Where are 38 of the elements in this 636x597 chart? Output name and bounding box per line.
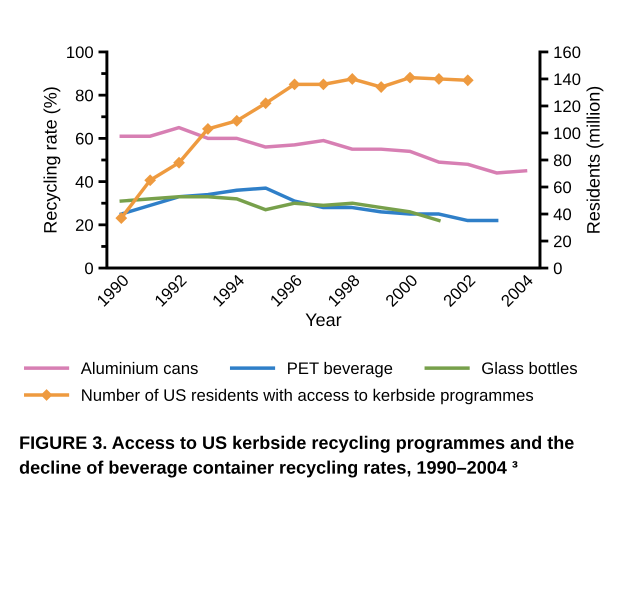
y2-tick-label: 0 [554, 262, 562, 274]
point [202, 123, 214, 135]
line-series [120, 195, 441, 222]
point [318, 78, 330, 90]
point [260, 98, 272, 109]
y-tick-label: 0 [85, 262, 94, 274]
y2-tick-label: 60 [554, 181, 572, 194]
y-axis-title: Recycling rate (%) [43, 87, 60, 232]
y2-tick-label: 140 [554, 73, 580, 86]
point [346, 73, 358, 85]
point [231, 115, 242, 126]
legend-label: PET beverage [288, 362, 392, 378]
y2-tick-label: 160 [554, 46, 580, 58]
point [404, 72, 416, 84]
y2-axis-title: Residents (million) [586, 86, 604, 233]
y-tick-label: 80 [76, 90, 94, 102]
point [376, 81, 387, 93]
y-tick-label: 100 [67, 46, 94, 58]
point [116, 212, 127, 224]
legend-label: Number of US residents with access to kerbside programmes [82, 388, 534, 404]
y2-tick-label: 40 [554, 208, 572, 220]
y2-tick-label: 20 [554, 235, 572, 248]
line-series [120, 126, 528, 175]
text: FIGURE 3. Access to US kerbside recycling programmes and the decline of beverage container recycling rates, 1990–2004 ³ [20, 436, 574, 478]
y-tick-label: 40 [76, 176, 94, 188]
legend-label: Glass bottles [482, 362, 578, 374]
point [462, 74, 474, 86]
y2-tick-label: 120 [554, 100, 580, 112]
point [433, 73, 445, 85]
y2-tick-label: 80 [554, 154, 572, 166]
y2-tick-label: 100 [554, 127, 580, 140]
x-axis-title: Year [306, 314, 342, 326]
y-tick-label: 20 [76, 219, 94, 232]
point [173, 157, 185, 168]
point [288, 78, 300, 90]
legend-label: Aluminium cans [80, 362, 198, 374]
y-tick-label: 60 [76, 132, 94, 145]
point [144, 174, 156, 186]
